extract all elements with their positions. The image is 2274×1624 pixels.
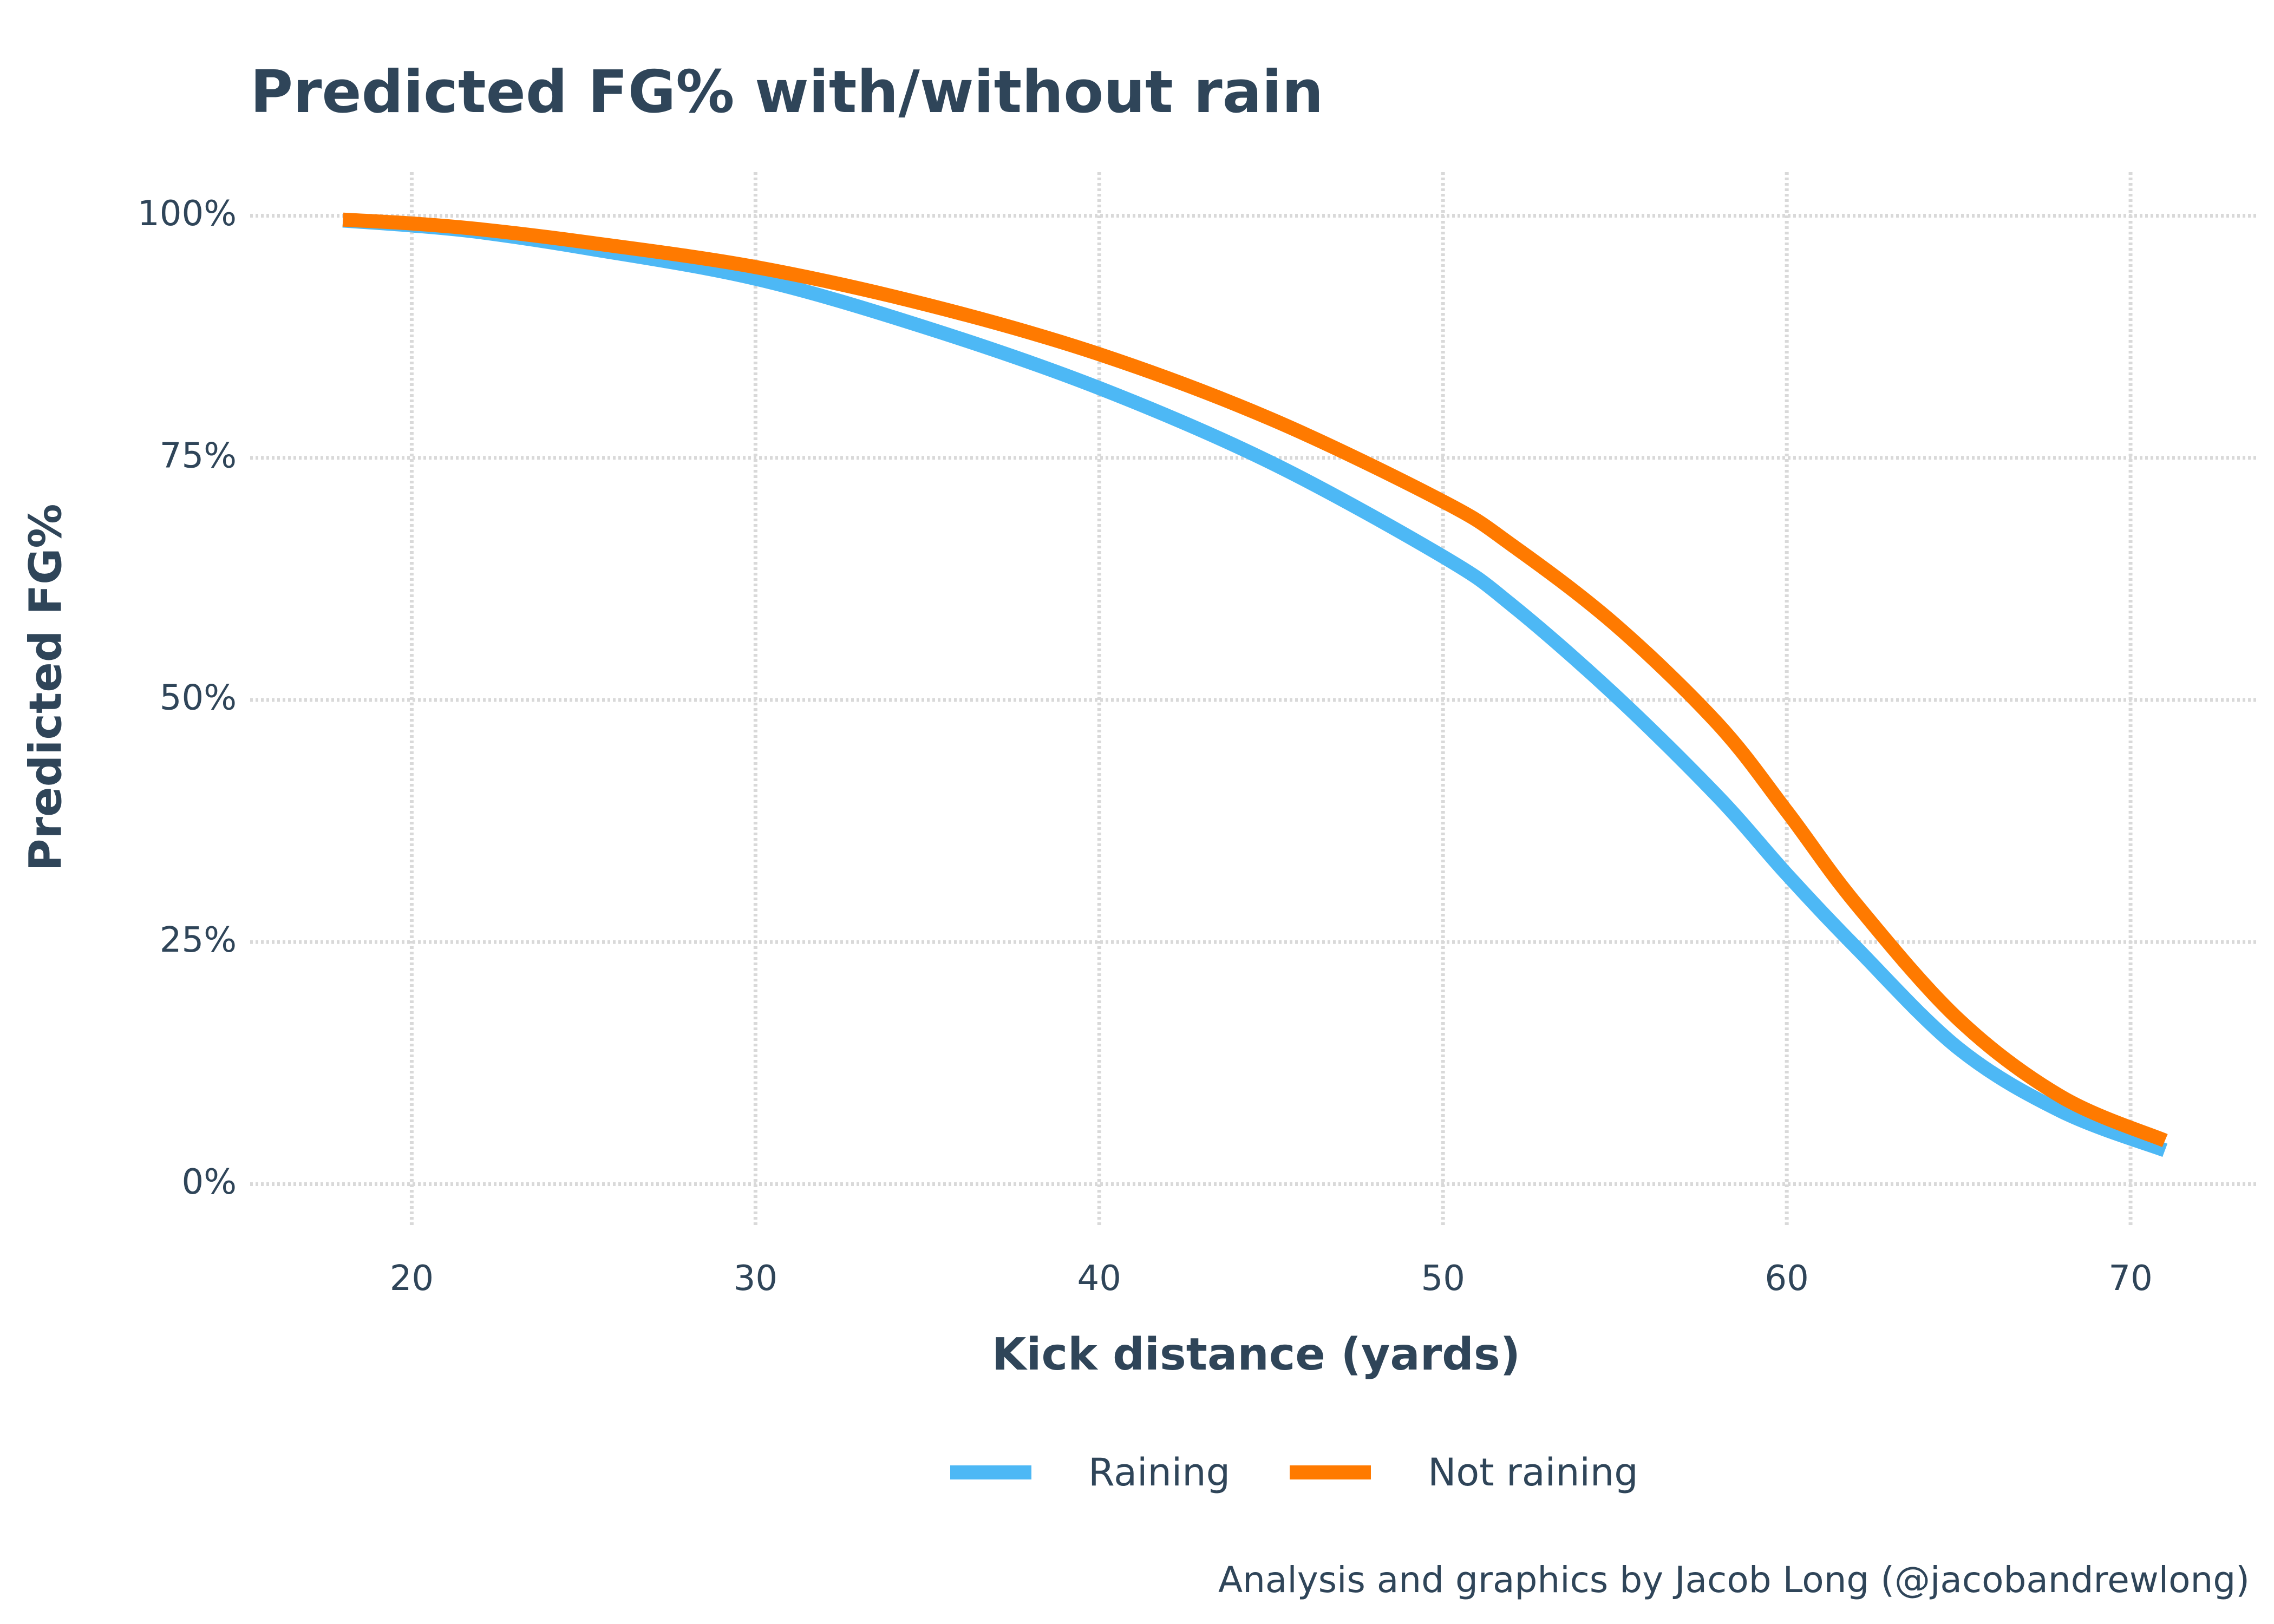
series-line-not-raining <box>342 212 2168 1148</box>
y-tick-label: 50% <box>160 678 237 718</box>
legend-label-raining: Raining <box>1088 1450 1231 1495</box>
y-axis-title: Predicted FG% <box>20 503 72 872</box>
x-tick-label: 30 <box>734 1259 777 1299</box>
x-tick-label: 20 <box>390 1259 434 1299</box>
x-tick-label: 40 <box>1077 1259 1121 1299</box>
x-axis-title: Kick distance (yards) <box>991 1329 1521 1380</box>
grid-layer <box>250 172 2258 1228</box>
x-tick-label: 60 <box>1765 1259 1808 1299</box>
y-tick-label: 25% <box>160 920 237 960</box>
y-tick-label: 100% <box>138 194 237 234</box>
legend-item-not-raining: Not raining <box>1290 1450 1638 1495</box>
series-layer <box>342 212 2168 1157</box>
y-tick-label: 75% <box>160 436 237 476</box>
caption: Analysis and graphics by Jacob Long (@ja… <box>1218 1559 2250 1601</box>
legend-swatch-not-raining <box>1290 1465 1371 1479</box>
tick-label-layer: 0% 25% 50% 75% 100% 20 30 40 50 60 70 <box>138 194 2153 1299</box>
x-tick-label: 50 <box>1421 1259 1465 1299</box>
legend-swatch-raining <box>950 1465 1031 1479</box>
legend: Raining Not raining <box>950 1445 1698 1499</box>
series-line-raining <box>342 213 2168 1157</box>
y-tick-label: 0% <box>181 1162 237 1202</box>
legend-label-not-raining: Not raining <box>1428 1450 1638 1495</box>
x-tick-label: 70 <box>2108 1259 2152 1299</box>
legend-item-raining: Raining <box>950 1450 1230 1495</box>
chart-title: Predicted FG% with/without rain <box>250 58 1324 126</box>
